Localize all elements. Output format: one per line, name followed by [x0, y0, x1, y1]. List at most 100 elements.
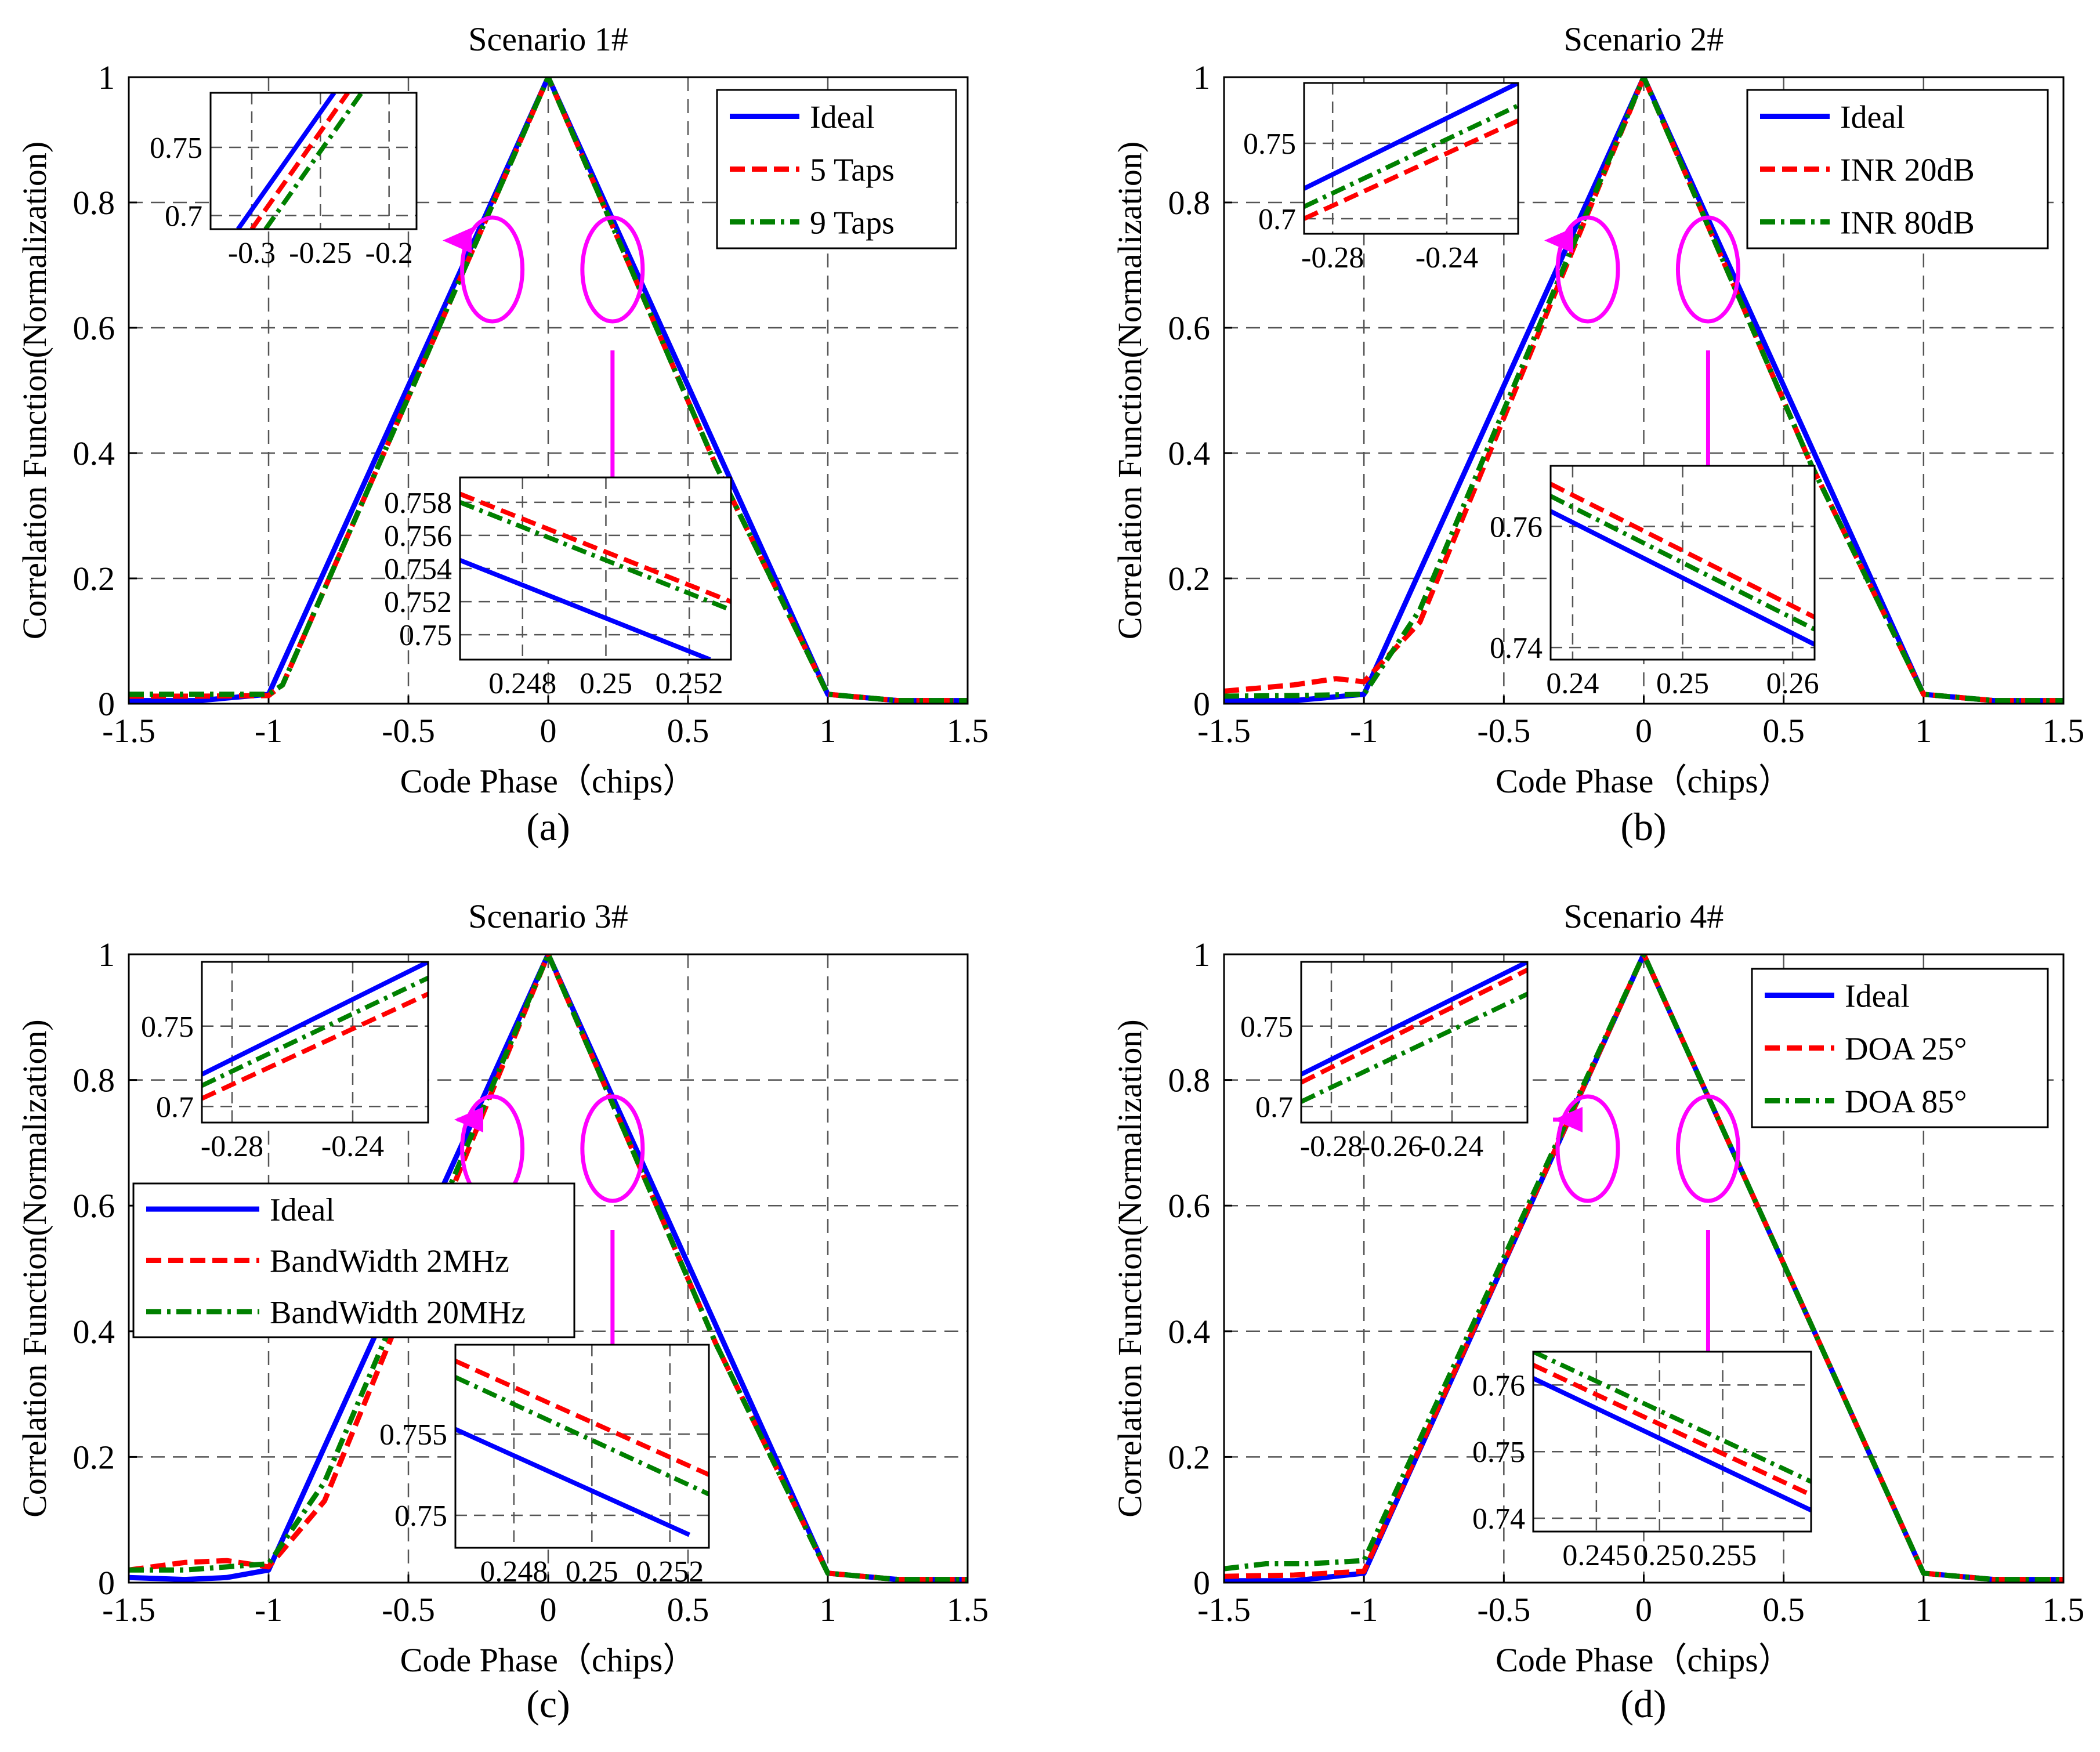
inset-grid-background	[1304, 83, 1518, 234]
inset-line-1	[455, 1359, 709, 1477]
series-line-1	[1224, 954, 2063, 1583]
y-tick-label: 0	[98, 1564, 115, 1602]
legend-label: DOA 25°	[1845, 1031, 1967, 1067]
panel-caption: (b)	[1620, 805, 1666, 849]
inset-frame	[454, 1344, 710, 1549]
legend-label: Ideal	[810, 100, 875, 136]
panel-caption: (d)	[1620, 1682, 1666, 1726]
inset-x-tick-label: 0.24	[1546, 667, 1599, 700]
inset-line-1	[249, 93, 350, 229]
x-axis-label: Code Phase（chips）	[1496, 762, 1792, 800]
x-tick-label: -1.5	[102, 1591, 155, 1628]
inset-x-tick-label: -0.2	[365, 237, 413, 270]
zoom-ellipse-left	[1555, 215, 1620, 324]
inset-x-tick-label: -0.24	[1421, 1130, 1483, 1163]
y-tick-label: 0	[1193, 685, 1210, 723]
x-tick-label: -1.5	[1197, 712, 1251, 750]
inset-x-tick-label: 0.252	[636, 1555, 704, 1588]
chart-title: Scenario 1#	[468, 20, 628, 58]
x-axis-label: Code Phase（chips）	[400, 762, 697, 800]
inset-frame	[1532, 1351, 1812, 1533]
inset-y-tick-label: 0.7	[1258, 203, 1296, 236]
y-tick-label: 0.8	[1168, 184, 1211, 222]
x-tick-label: 1	[1915, 1591, 1932, 1628]
x-tick-label: -0.5	[382, 1591, 435, 1628]
axes-frame	[1223, 953, 2065, 1584]
series-line-2	[129, 77, 968, 704]
series-line-0	[1224, 77, 2063, 704]
inset-line-0	[460, 558, 711, 660]
x-tick-label: -0.5	[1477, 1591, 1530, 1628]
inset-frame	[1300, 961, 1529, 1124]
inset-grid-background	[1533, 1352, 1811, 1532]
inset-y-tick-label: 0.75	[150, 132, 202, 165]
inset-line-0	[1301, 962, 1527, 1077]
inset-x-tick-label: 0.25	[1656, 667, 1709, 700]
inset-line-1	[460, 491, 731, 604]
inset-x-tick-label: -0.28	[1301, 241, 1364, 274]
arrow-left-head	[443, 227, 472, 254]
legend: Ideal BandWidth 2MHz BandWidth 20MHz	[132, 1182, 575, 1338]
inset-line-0	[1533, 1376, 1811, 1512]
y-tick-label: 0.4	[1168, 1313, 1211, 1351]
x-tick-label: 0	[540, 1591, 557, 1628]
y-tick-label: 0.6	[1168, 1187, 1211, 1225]
inset-x-tick-label: -0.28	[201, 1130, 263, 1163]
inset-grid-background	[202, 962, 428, 1123]
inset-frame	[1549, 465, 1816, 661]
inset-left-zoom: -0.280.26-0.240.220.70.75	[1243, 82, 1519, 274]
inset-line-0	[236, 93, 336, 229]
inset-frame	[201, 961, 429, 1124]
inset-x-tick-label: 0.26	[1766, 667, 1819, 700]
y-tick-label: 0	[1193, 1564, 1210, 1602]
inset-y-tick-label: 0.7	[156, 1091, 194, 1124]
x-tick-label: 1.5	[947, 1591, 989, 1628]
inset-y-tick-label: 0.75	[141, 1011, 194, 1044]
y-axis-label: Correlation Function(Normalization)	[16, 1019, 53, 1518]
x-tick-label: -1	[1350, 1591, 1378, 1628]
x-tick-label: 1	[820, 1591, 837, 1628]
inset-x-tick-label: 0.245	[1562, 1539, 1630, 1572]
y-tick-label: 0.8	[73, 184, 115, 222]
y-tick-label: 0.8	[73, 1062, 115, 1099]
arrow-left-head	[1554, 1107, 1583, 1132]
axes-frame	[128, 76, 969, 705]
inset-line-1	[1551, 482, 1815, 620]
inset-y-tick-label: 0.76	[1490, 511, 1543, 544]
arrow-left-head	[1544, 227, 1573, 254]
x-tick-label: 1.5	[2043, 1591, 2085, 1628]
inset-frame	[209, 92, 418, 230]
chart-title: Scenario 4#	[1564, 897, 1724, 935]
inset-line-0	[202, 962, 428, 1077]
inset-y-tick-label: 0.76	[1472, 1369, 1525, 1402]
y-tick-label: 0.2	[73, 1438, 115, 1476]
panel-1: -1.5 -1 -0.5 0 0.5 1 1.5 0 0.2 0.4 0.6 0.8 1 Scenario…	[16, 20, 989, 849]
inset-x-tick-label: -0.3	[228, 237, 276, 270]
inset-y-tick-label: 0.75	[1243, 128, 1296, 161]
y-tick-label: 0.4	[73, 1313, 115, 1351]
chart-title: Scenario 2#	[1564, 20, 1724, 58]
inset-x-tick-label: -0.28	[1300, 1130, 1363, 1163]
y-tick-label: 0.2	[73, 560, 115, 598]
zoom-ellipse-left	[460, 215, 525, 324]
x-tick-label: 0.5	[1762, 1591, 1805, 1628]
x-tick-label: 0	[1635, 1591, 1652, 1628]
legend: Ideal DOA 25° DOA 85°	[1751, 968, 2049, 1128]
inset-y-tick-label: 0.756	[384, 520, 452, 553]
series-line-1	[129, 954, 968, 1583]
inset-y-tick-label: 0.755	[379, 1418, 447, 1451]
inset-right-zoom: 0.248 0.25 0.252 0.75 0.755	[379, 1344, 710, 1588]
zoom-ellipse-right	[1675, 215, 1740, 324]
x-tick-label: -1	[255, 712, 283, 750]
axes-frame	[128, 953, 969, 1584]
panel-caption: (a)	[526, 805, 570, 849]
y-tick-label: 0.2	[1168, 560, 1211, 598]
inset-line-1	[202, 991, 428, 1101]
legend-label: INR 80dB	[1840, 205, 1975, 241]
y-tick-label: 0.6	[73, 1187, 115, 1225]
y-axis-label: Correlation Function(Normalization)	[1111, 142, 1149, 640]
inset-y-tick-label: 0.7	[1255, 1091, 1293, 1124]
y-tick-label: 1	[1193, 936, 1210, 973]
x-tick-label: -1.5	[1197, 1591, 1251, 1628]
